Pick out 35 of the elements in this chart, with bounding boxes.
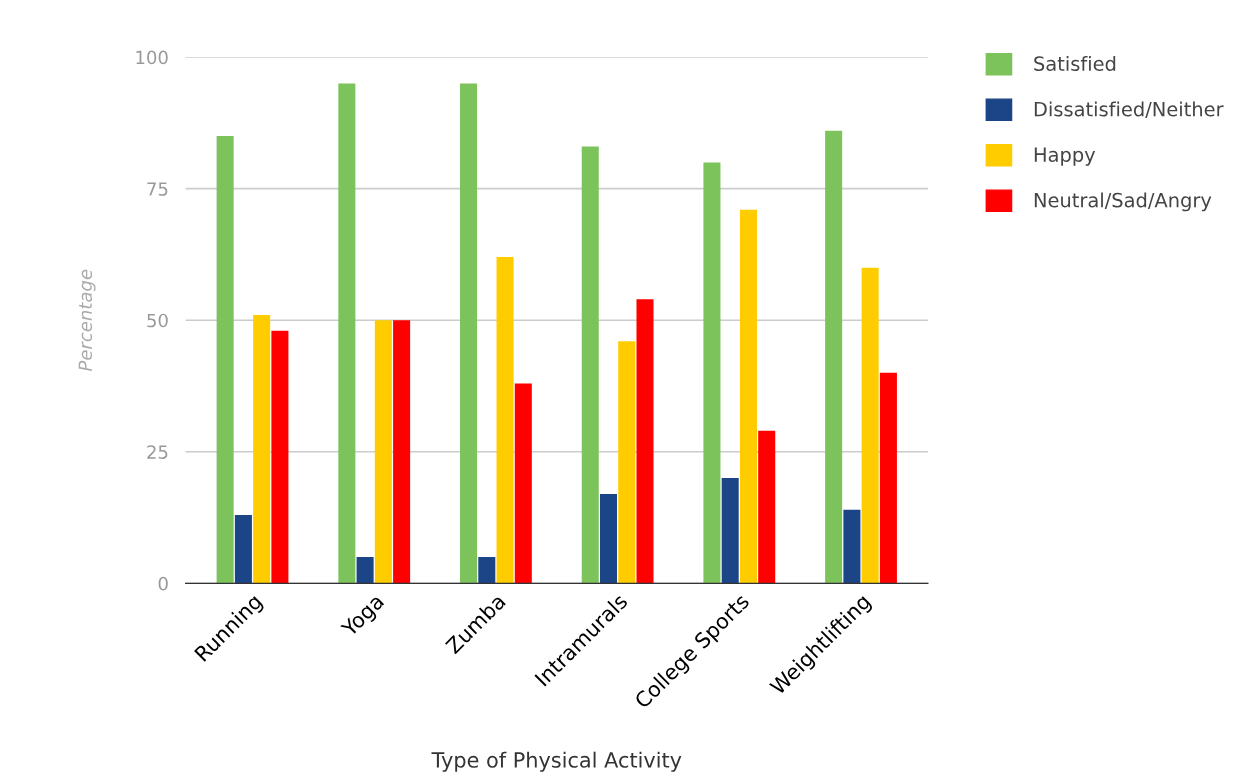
- bar: [496, 257, 514, 584]
- bar: [758, 430, 776, 584]
- bar: [460, 83, 478, 584]
- bar: [514, 383, 532, 584]
- legend-label: Neutral/Sad/Angry: [1034, 192, 1212, 212]
- y-tick-label: 100: [136, 50, 168, 65]
- bar: [703, 162, 721, 584]
- bar: [581, 146, 599, 584]
- legend-label: Dissatisfied/Neither: [1034, 101, 1224, 119]
- y-tick-label: 75: [147, 182, 168, 196]
- x-axis-title: Type of Physical Activity: [431, 751, 682, 772]
- bar: [879, 372, 897, 584]
- bar: [393, 320, 411, 584]
- y-tick-label: 50: [147, 313, 168, 328]
- bar: [234, 514, 252, 584]
- bar: [618, 341, 636, 584]
- bar: [739, 209, 757, 584]
- bar: [861, 267, 879, 584]
- bar: [253, 314, 271, 584]
- legend-label: Happy: [1034, 147, 1096, 166]
- bar: [374, 320, 392, 584]
- bar: [636, 299, 654, 584]
- y-tick-label: 0: [158, 576, 168, 591]
- bar: [216, 136, 234, 584]
- bar: [271, 330, 289, 584]
- bar: [721, 478, 739, 584]
- bar: [478, 557, 496, 584]
- bar: [599, 493, 618, 584]
- y-tick-label: 25: [147, 445, 168, 459]
- bar: [338, 83, 356, 584]
- legend-label: Satisfied: [1034, 55, 1116, 71]
- bar: [825, 130, 843, 584]
- y-axis-title: Percentage: [78, 269, 96, 372]
- bar: [843, 509, 861, 584]
- bar: [356, 557, 374, 584]
